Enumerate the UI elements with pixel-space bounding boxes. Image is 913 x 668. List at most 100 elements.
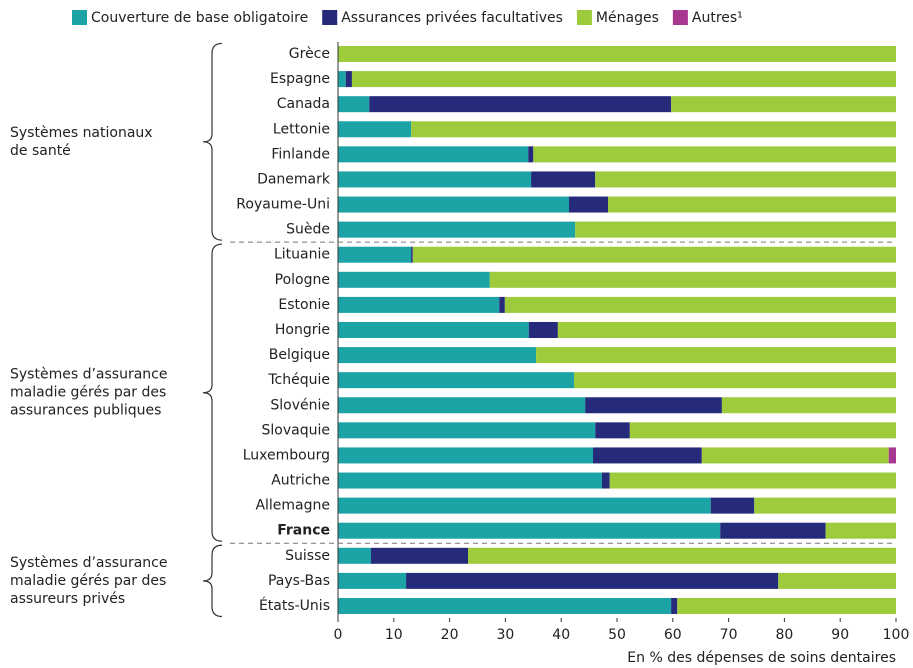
bar-segment [338,171,532,188]
x-tick-label: 100 [883,627,910,643]
bar-segment [338,472,602,489]
bar-segment [585,397,722,414]
y-tick-label: Pays-Bas [268,573,330,589]
bar-segment [338,347,537,364]
bar-segment [569,196,609,213]
bar-segment [721,397,896,414]
bar-segment [338,321,529,338]
bar-segment [411,121,896,138]
group-brace [202,42,223,241]
y-tick-label: Slovénie [270,397,330,413]
x-tick-label: 80 [775,627,793,643]
bar-segment [825,522,896,539]
bar-segment [338,71,346,88]
bar-segment [575,221,896,238]
y-tick-label: Grèce [289,46,330,62]
group-label: assureurs privés [10,591,125,607]
y-tick-label: Belgique [269,347,330,363]
bar-segment [338,422,596,439]
x-tick-label: 70 [720,627,738,643]
bar-segment [338,296,500,313]
bar-segment [338,221,576,238]
bar-segment [338,372,575,389]
x-tick-label: 30 [496,627,514,643]
y-tick-label: Canada [277,96,330,112]
x-tick-label: 0 [334,627,343,643]
bar-segment [338,271,490,288]
group-brace [202,544,223,618]
bar-segment [671,96,896,113]
y-tick-label: Suisse [285,548,330,564]
bar-segment [345,71,352,88]
bar-segment [608,196,896,213]
group-brace [202,243,223,542]
bar-segment [338,397,586,414]
bar-segment [888,447,896,464]
x-tick-label: 50 [608,627,626,643]
legend-label: Assurances privées facultatives [341,10,563,26]
bar-segment [338,572,407,589]
y-tick-label: Estonie [278,297,330,313]
x-tick-label: 90 [831,627,849,643]
bar-segment [601,472,610,489]
y-tick-label: Slovaquie [262,422,330,438]
bar-segment [504,296,896,313]
y-tick-label: Hongrie [275,322,330,338]
bar-segment [338,121,412,138]
legend-swatch [672,10,688,25]
bar-segment [701,447,889,464]
bar-segment [595,171,896,188]
legend-label: Ménages [596,10,659,26]
y-tick-label: Pologne [275,272,330,288]
bar-segment [351,71,896,88]
bar-segment [595,422,630,439]
bar-segment [338,146,529,163]
bar-segment [468,547,896,564]
bar-segment [557,321,896,338]
y-tick-label: Finlande [271,146,330,162]
bar-segment [609,472,896,489]
y-tick-label: Suède [286,222,330,238]
bar-segment [412,246,896,263]
bar-segment [528,321,558,338]
bar-segment [574,372,896,389]
bar-segment [489,271,896,288]
y-tick-label: Danemark [257,171,331,187]
legend-swatch [576,10,592,25]
bar-segment [629,422,896,439]
bar-segment [338,96,370,113]
legend-label: Autres¹ [692,10,743,26]
y-tick-label: États-Unis [259,597,330,614]
bar-segment [411,246,413,263]
bar-segment [533,146,896,163]
legend-label: Couverture de base obligatoire [91,10,308,26]
x-tick-label: 40 [552,627,570,643]
y-tick-label: Autriche [271,473,330,489]
bar-segment [528,146,534,163]
bar-segment [754,497,896,514]
group-label: Systèmes nationaux [10,125,153,141]
bar-segment [338,597,672,614]
x-axis-label: En % des dépenses de soins dentaires [627,650,896,666]
group-label: maladie gérés par des [10,385,166,401]
bar-segment [338,246,412,263]
group-label: assurances publiques [10,403,161,419]
bar-segment [720,522,826,539]
bar-segment [710,497,755,514]
y-tick-label: Lituanie [274,247,330,263]
y-tick-label: Luxembourg [243,447,330,463]
x-tick-label: 20 [441,627,459,643]
legend-swatch [322,10,338,25]
y-tick-label: France [277,523,330,539]
x-tick-label: 60 [664,627,682,643]
bar-segment [338,497,711,514]
x-tick-label: 10 [385,627,403,643]
bar-segment [499,296,505,313]
bar-segment [531,171,596,188]
bar-segment [536,347,896,364]
bar-segment [369,96,672,113]
bar-segment [338,196,570,213]
bar-segment [370,547,469,564]
y-tick-label: Allemagne [255,498,330,514]
y-tick-label: Tchéquie [267,372,330,388]
